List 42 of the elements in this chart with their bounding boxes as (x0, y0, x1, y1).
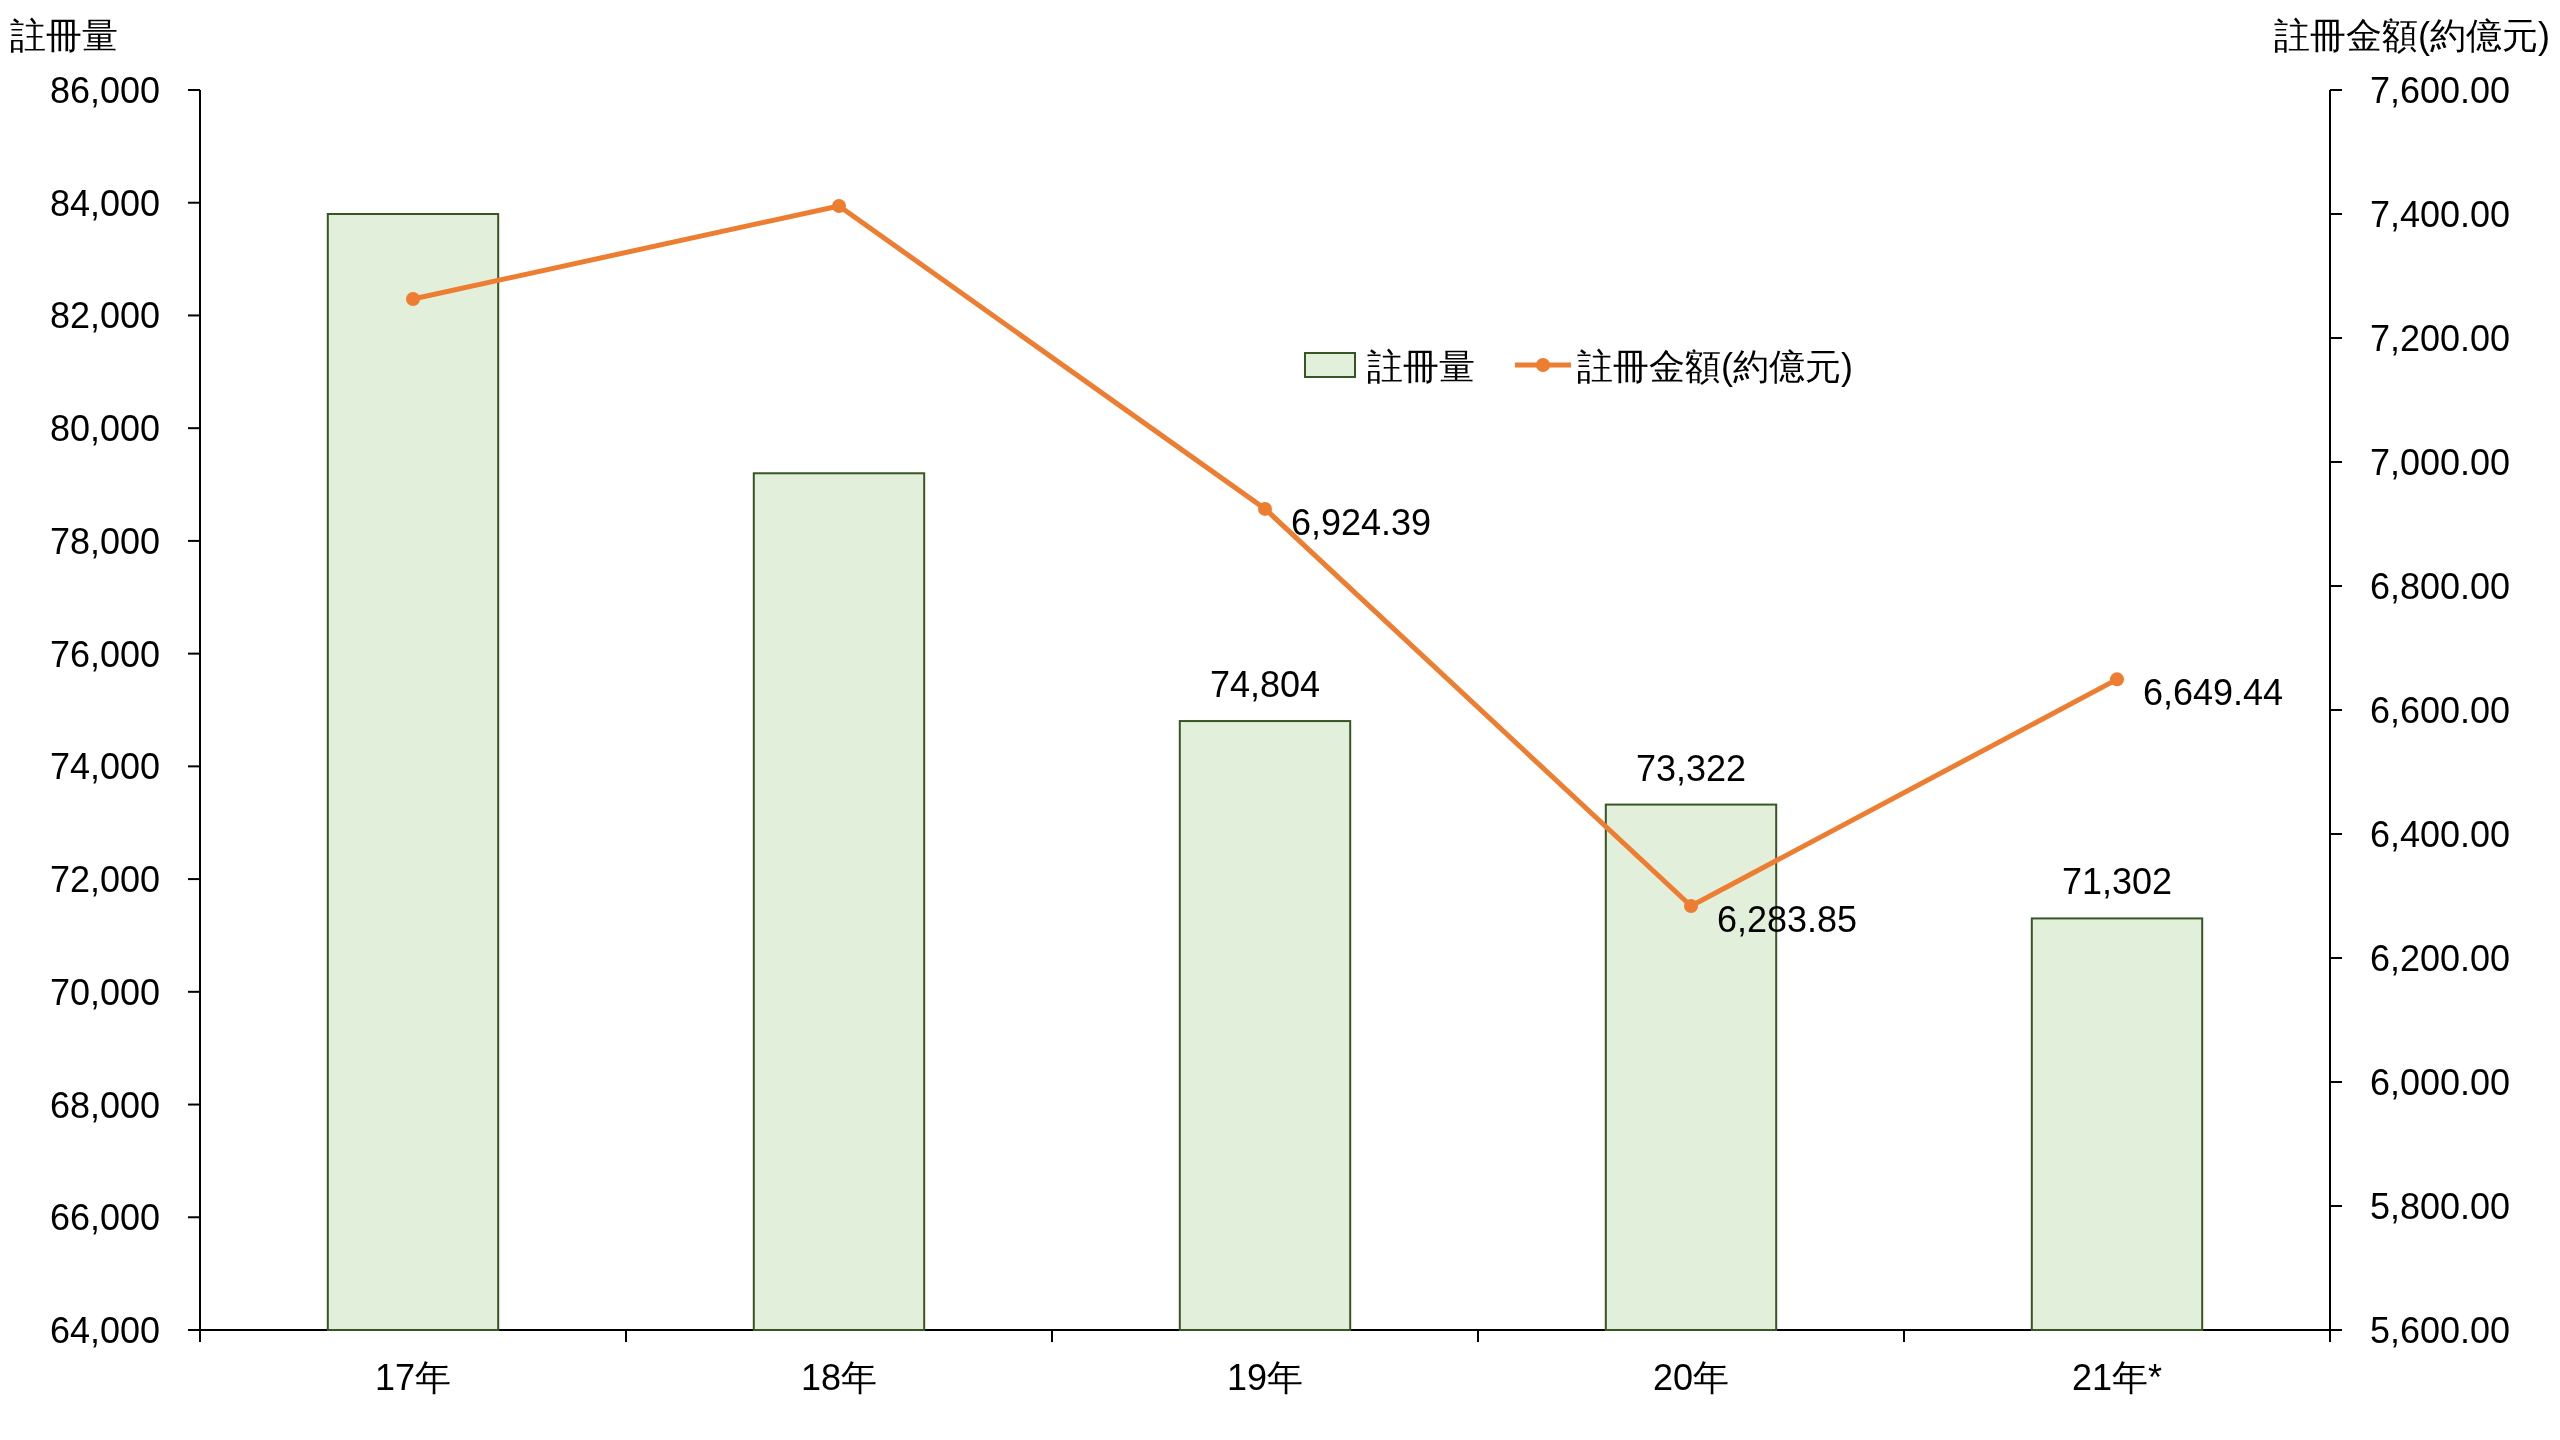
point (1684, 899, 1698, 914)
data-label: 6,924.39 (1291, 501, 1432, 543)
x-tick-label: 19年 (1226, 1357, 1304, 1398)
y2-tick-label: 6,600.00 (2370, 690, 2511, 731)
data-label: 71,302 (2061, 861, 2173, 903)
x-tick-label: 21年* (2071, 1357, 2163, 1398)
legend-label: 註冊金額(約億元) (1577, 346, 1853, 387)
y-tick-label: 64,000 (49, 1310, 160, 1351)
y-tick-label: 74,000 (49, 746, 160, 788)
y2-tick-label: 6,000.00 (2370, 1062, 2511, 1103)
point (2110, 672, 2124, 687)
y-tick-label: 68,000 (49, 1084, 160, 1126)
x-tick-label: 18年 (800, 1357, 878, 1398)
y2-tick-label: 7,400.00 (2370, 194, 2511, 235)
y-tick-label: 86,000 (49, 70, 160, 111)
y-axis-title: 註冊量 (10, 15, 118, 56)
point (832, 198, 846, 213)
x-tick-label: 17年 (374, 1357, 452, 1398)
y2-tick-label: 5,800.00 (2370, 1186, 2511, 1227)
point (1258, 501, 1272, 516)
y-tick-label: 66,000 (49, 1197, 160, 1239)
y2-tick-label: 6,200.00 (2370, 938, 2511, 979)
y-tick-label: 84,000 (49, 182, 160, 224)
y2-tick-label: 7,000.00 (2370, 442, 2511, 483)
y-tick-label: 70,000 (49, 971, 160, 1013)
y2-tick-label: 5,600.00 (2370, 1310, 2511, 1351)
y2-tick-label: 6,400.00 (2370, 814, 2511, 855)
y-tick-label: 82,000 (49, 295, 160, 337)
data-label: 6,649.44 (2143, 672, 2284, 714)
legend-label: 註冊量 (1367, 346, 1475, 387)
data-label: 74,804 (1209, 664, 1321, 706)
point (406, 291, 420, 306)
y2-tick-label: 7,200.00 (2370, 318, 2511, 359)
y2-axis-title: 註冊金額(約億元) (2274, 15, 2550, 56)
y-tick-label: 72,000 (49, 859, 160, 901)
x-tick-label: 20年 (1652, 1357, 1730, 1398)
y-tick-label: 76,000 (49, 633, 160, 675)
y-tick-label: 80,000 (49, 408, 160, 450)
data-label: 73,322 (1635, 747, 1747, 789)
y2-tick-label: 7,600.00 (2370, 70, 2511, 111)
y-tick-label: 78,000 (49, 520, 160, 562)
y2-tick-label: 6,800.00 (2370, 566, 2511, 607)
